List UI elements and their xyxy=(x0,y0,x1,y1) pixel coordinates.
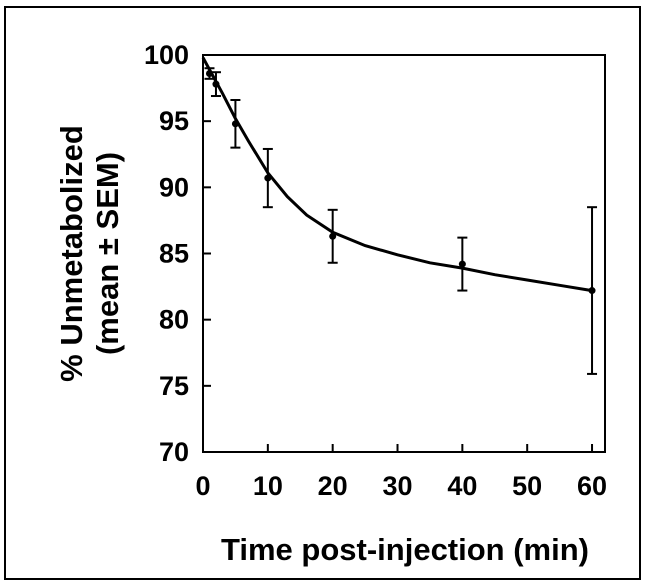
figure-frame xyxy=(4,6,641,580)
x-axis-label: Time post-injection (min) xyxy=(221,532,589,567)
x-tick-label: 0 xyxy=(195,471,210,501)
y-axis-ticks: 70 75 80 85 90 95 100 xyxy=(144,40,211,467)
data-points xyxy=(205,70,596,295)
plot-area-border xyxy=(202,54,606,453)
x-tick-label: 60 xyxy=(577,471,607,501)
data-point xyxy=(458,260,466,268)
data-point xyxy=(212,80,220,88)
data-point xyxy=(588,287,596,295)
data-point xyxy=(329,232,337,240)
x-tick-label: 30 xyxy=(382,471,412,501)
y-tick-label: 100 xyxy=(144,40,189,70)
y-tick-label: 80 xyxy=(159,305,189,335)
x-tick-label: 40 xyxy=(447,471,477,501)
x-tick-label: 10 xyxy=(253,471,283,501)
error-bars xyxy=(204,67,598,375)
data-point xyxy=(264,174,272,182)
data-point xyxy=(205,70,213,78)
y-tick-label: 85 xyxy=(159,239,189,269)
y-tick-label: 75 xyxy=(159,371,189,401)
y-tick-label: 70 xyxy=(159,437,189,467)
y-tick-label: 95 xyxy=(159,106,189,136)
y-axis-label-line1: % Unmetabolized xyxy=(54,125,89,382)
y-axis-label-line2: (mean ± SEM) xyxy=(90,152,125,355)
x-axis-ticks: 0 10 20 30 40 50 60 xyxy=(195,444,607,501)
y-tick-label: 90 xyxy=(159,172,189,202)
fit-curve-line xyxy=(201,56,593,293)
x-tick-label: 50 xyxy=(512,471,542,501)
data-point xyxy=(231,120,239,128)
x-tick-label: 20 xyxy=(318,471,348,501)
